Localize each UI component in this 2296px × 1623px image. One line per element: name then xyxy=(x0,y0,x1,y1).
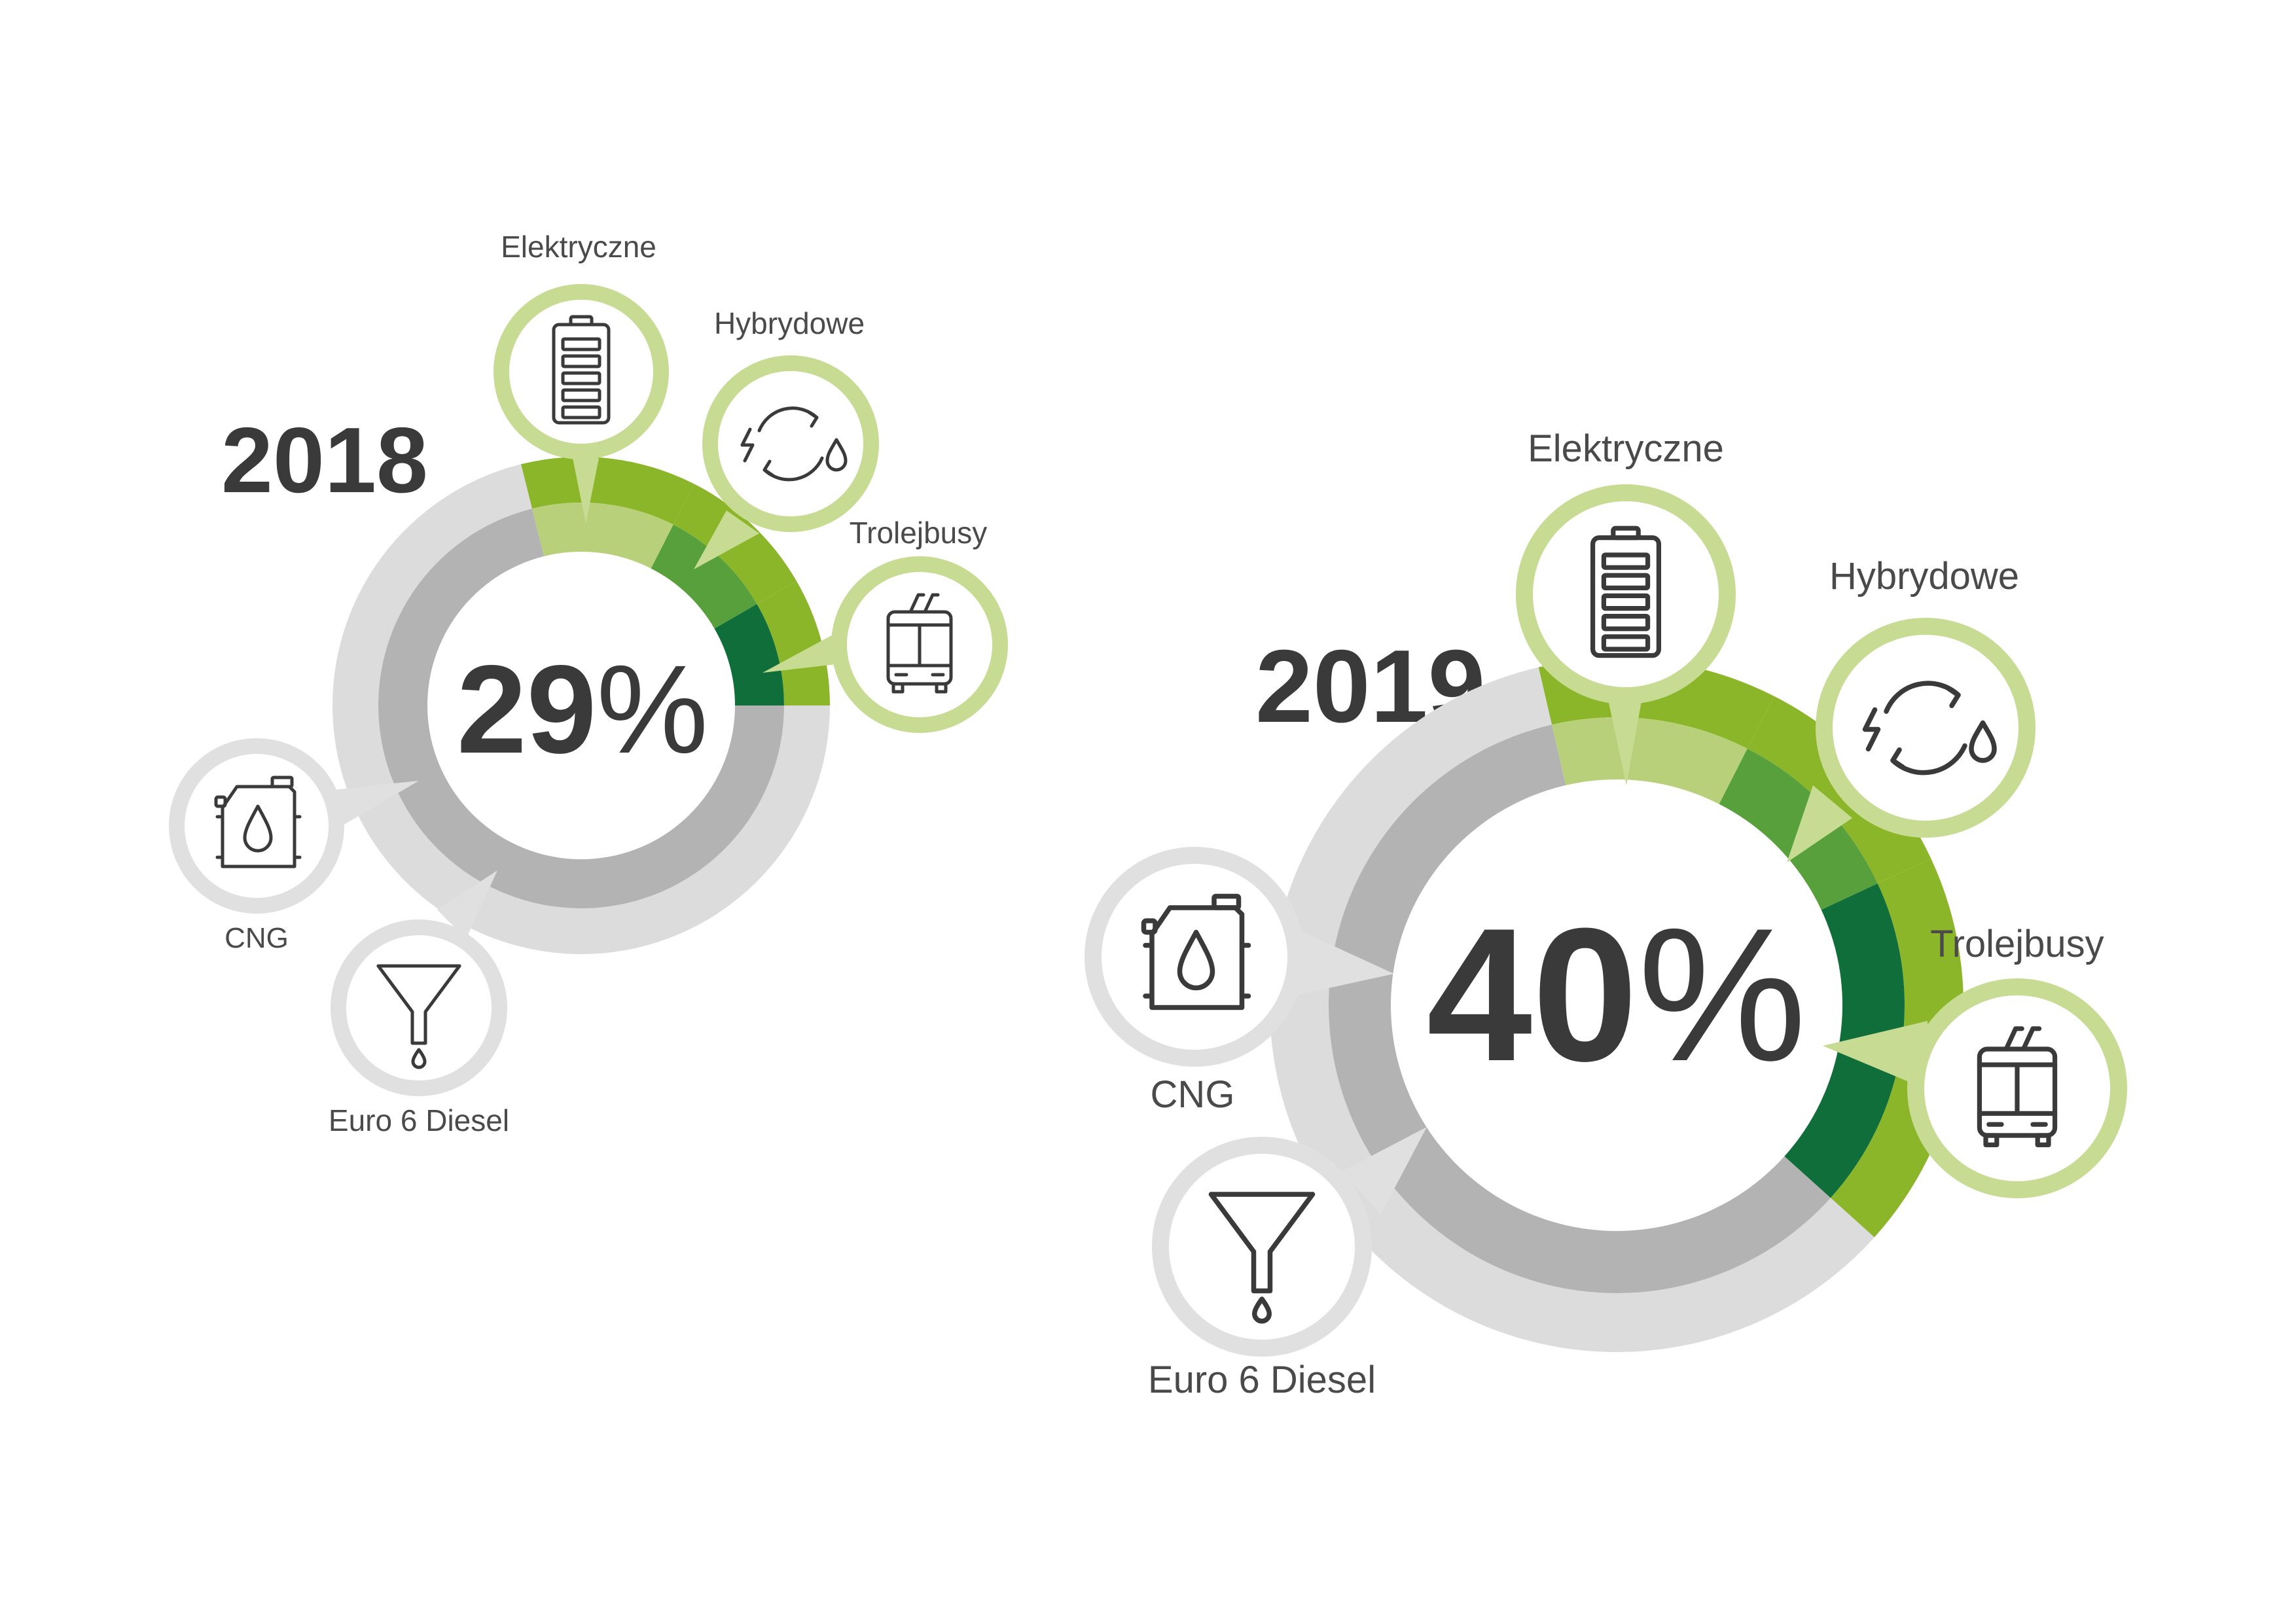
ring-electric-inner xyxy=(532,503,673,569)
label-trolley: Trolejbusy xyxy=(1930,923,2104,965)
percentage-unit: % xyxy=(596,639,708,779)
callout-circle xyxy=(1085,847,1304,1067)
label-diesel: Euro 6 Diesel xyxy=(1148,1359,1376,1401)
callout-trolley: Trolejbusy xyxy=(762,516,1008,733)
label-diesel: Euro 6 Diesel xyxy=(329,1103,509,1137)
battery-icon xyxy=(552,315,611,425)
label-electric: Elektryczne xyxy=(1528,427,1724,470)
label-hybrid: Hybrydowe xyxy=(714,306,865,340)
chart-2018: 2018 29% xyxy=(169,230,1008,1137)
percentage-value: 40 xyxy=(1427,889,1638,1101)
callout-pointer xyxy=(1823,1021,1928,1090)
callout-pointer xyxy=(1283,923,1394,998)
percentage-unit: % xyxy=(1638,889,1806,1101)
callout-circle xyxy=(169,738,344,914)
callout-circle xyxy=(702,355,879,532)
hybrid-cycle-icon xyxy=(740,406,848,482)
fuel-canister-icon xyxy=(214,776,302,868)
trolleybus-icon xyxy=(886,593,953,694)
callout-circle xyxy=(331,919,507,1096)
callout-cng: CNG xyxy=(169,738,419,954)
ring-fossil-inner xyxy=(1328,724,1831,1294)
callout-pointer xyxy=(1787,785,1852,863)
callout-diesel: Euro 6 Diesel xyxy=(329,870,509,1137)
callout-pointer xyxy=(694,510,759,569)
label-trolley: Trolejbusy xyxy=(850,516,987,550)
label-cng: CNG xyxy=(1151,1073,1235,1116)
callout-pointer xyxy=(1342,1127,1427,1214)
callout-electric: Elektryczne xyxy=(493,230,669,524)
callout-circle xyxy=(1152,1137,1372,1357)
ring-fossil-outer xyxy=(1270,667,1874,1352)
center-percentage: 29% xyxy=(457,639,708,779)
center-percentage: 40% xyxy=(1427,889,1806,1101)
funnel-icon xyxy=(376,964,461,1069)
callout-hybrid: Hybrydowe xyxy=(694,306,879,569)
label-hybrid: Hybrydowe xyxy=(1829,555,2019,597)
callout-trolley: Trolejbusy xyxy=(1823,923,2127,1198)
ring-hybrid-inner xyxy=(651,524,757,629)
ring-trolley-inner xyxy=(714,604,784,705)
funnel-icon xyxy=(1208,1192,1316,1324)
callout-electric: Elektryczne xyxy=(1516,427,1736,785)
label-cng: CNG xyxy=(224,922,289,954)
callout-diesel: Euro 6 Diesel xyxy=(1148,1127,1427,1401)
year-label: 2018 xyxy=(221,408,428,512)
hybrid-cycle-icon xyxy=(1862,681,1997,776)
callout-hybrid: Hybrydowe xyxy=(1787,555,2036,863)
callout-cng: CNG xyxy=(1085,847,1394,1116)
percentage-value: 29 xyxy=(457,639,597,779)
callout-pointer xyxy=(573,458,599,524)
label-electric: Elektryczne xyxy=(501,230,656,264)
fuel-canister-icon xyxy=(1141,893,1251,1010)
ring-electric-inner xyxy=(1552,717,1748,804)
battery-icon xyxy=(1590,526,1662,658)
chart-2019: 2019 40% Elek xyxy=(1085,427,2127,1401)
ring-trolley-outer xyxy=(757,581,830,705)
callout-circle xyxy=(1816,618,2036,838)
trolleybus-icon xyxy=(1977,1026,2058,1148)
ring-electric-outer xyxy=(521,457,694,525)
callout-pointer xyxy=(327,781,419,832)
callout-pointer xyxy=(1607,694,1643,785)
callout-pointer xyxy=(437,870,497,939)
